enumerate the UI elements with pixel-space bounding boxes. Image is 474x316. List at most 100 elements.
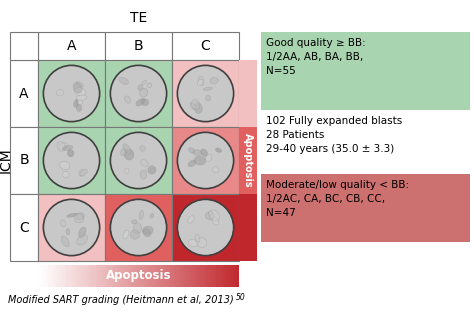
Bar [261,174,470,242]
Ellipse shape [139,210,144,220]
Ellipse shape [193,150,202,156]
Ellipse shape [67,213,78,217]
Bar [48,265,51,287]
Bar [186,265,189,287]
Bar [201,265,204,287]
Ellipse shape [66,228,70,235]
Ellipse shape [139,88,148,97]
Ellipse shape [136,99,145,106]
Bar [199,265,202,287]
Text: C: C [19,221,29,234]
Ellipse shape [195,234,200,242]
Bar [63,265,66,287]
Ellipse shape [197,238,207,247]
Bar [121,265,124,287]
Bar [111,265,114,287]
Ellipse shape [119,77,128,84]
Ellipse shape [141,99,149,106]
Ellipse shape [191,99,200,110]
Bar [206,265,210,287]
Ellipse shape [210,77,219,84]
Bar [169,265,172,287]
Bar [105,127,172,194]
Ellipse shape [133,223,142,234]
Text: 102 Fully expanded blasts
28 Patients
29-40 years (35.0 ± 3.3): 102 Fully expanded blasts 28 Patients 29… [266,116,402,154]
Bar [161,265,164,287]
Ellipse shape [63,171,69,178]
Bar [181,265,184,287]
Ellipse shape [138,85,143,90]
Bar [38,194,105,261]
Circle shape [111,200,166,255]
Ellipse shape [124,149,134,160]
Bar [209,265,212,287]
Ellipse shape [130,230,139,239]
Ellipse shape [74,88,86,96]
Bar [43,265,46,287]
Text: ICM: ICM [0,148,13,173]
Ellipse shape [209,210,219,221]
Bar [123,265,127,287]
Text: A: A [19,87,29,100]
Bar [71,265,73,287]
Ellipse shape [73,100,78,107]
Ellipse shape [140,170,147,179]
Bar [211,265,214,287]
Bar [105,32,172,60]
Ellipse shape [189,239,198,247]
Bar [10,60,38,127]
Bar [146,265,149,287]
Bar [164,265,167,287]
Text: C: C [201,39,210,53]
Ellipse shape [209,211,212,215]
Ellipse shape [188,160,196,167]
Bar [196,265,199,287]
Ellipse shape [61,220,66,227]
Ellipse shape [201,149,208,156]
Bar [51,265,54,287]
Circle shape [44,66,99,121]
Ellipse shape [212,167,219,173]
Bar [136,265,139,287]
Ellipse shape [188,216,194,223]
Bar [184,265,187,287]
Bar [103,265,106,287]
Ellipse shape [132,220,137,224]
Text: B: B [134,39,143,53]
Ellipse shape [57,142,65,151]
Bar [118,265,121,287]
Ellipse shape [199,76,204,85]
Bar [217,265,219,287]
Bar [134,265,137,287]
Bar [224,265,227,287]
Ellipse shape [77,235,88,245]
Ellipse shape [150,213,154,218]
Bar [154,265,156,287]
Ellipse shape [203,87,212,90]
Circle shape [178,66,233,121]
Circle shape [44,200,99,255]
Bar [172,194,239,261]
Bar [101,265,104,287]
Text: Apoptosis: Apoptosis [106,270,171,283]
Circle shape [178,200,233,255]
Circle shape [111,133,166,188]
Bar [148,265,152,287]
Bar [83,265,86,287]
Ellipse shape [148,166,156,174]
Ellipse shape [190,102,196,109]
Bar [38,265,41,287]
Bar [229,265,232,287]
Bar [231,265,235,287]
Bar [261,32,470,110]
Ellipse shape [67,150,74,157]
Bar [105,60,172,127]
Ellipse shape [74,214,84,223]
Text: Apoptosis: Apoptosis [243,133,253,188]
Bar [76,265,79,287]
Ellipse shape [206,95,210,101]
Ellipse shape [206,154,212,161]
Bar [144,265,146,287]
Bar [98,265,101,287]
Ellipse shape [143,229,151,237]
